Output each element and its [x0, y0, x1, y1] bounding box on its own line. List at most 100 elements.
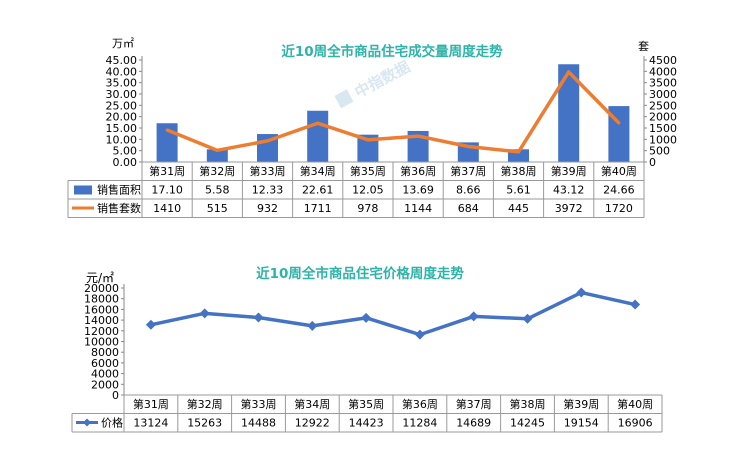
chart1-category-label: 第32周	[199, 164, 235, 178]
chart1-category-label: 第40周	[601, 164, 637, 178]
chart1-category-label: 第35周	[350, 164, 386, 178]
chart1-category-label: 第36周	[400, 164, 436, 178]
chart1-category-label: 第33周	[250, 164, 286, 178]
chart2-category-label: 第34周	[294, 397, 330, 411]
chart2-table-value-price: 14488	[241, 417, 276, 430]
chart1-table-value-count: 684	[458, 202, 479, 215]
chart1-category-label: 第34周	[300, 164, 336, 178]
chart2-line-marker	[576, 287, 587, 298]
chart1-bar	[357, 134, 379, 162]
chart2-left-tick-label: 12000	[84, 325, 119, 338]
chart1-line-point	[617, 121, 621, 125]
chart2-left-tick-label: 0	[112, 389, 119, 402]
chart2-line-marker	[468, 311, 479, 322]
chart1-category-label: 第37周	[450, 164, 486, 178]
chart2-line-marker	[361, 312, 372, 323]
chart2-line-marker	[145, 319, 156, 330]
chart2-category-label: 第39周	[563, 397, 599, 411]
chart1-table-value-area: 17.10	[151, 184, 183, 197]
chart1-bar	[206, 149, 228, 162]
chart1-table-value-count: 1711	[304, 202, 332, 215]
chart2-category-label: 第40周	[617, 397, 653, 411]
chart1-line-point	[366, 138, 370, 142]
chart1-table-value-area: 12.05	[352, 184, 384, 197]
chart1-right-tick-label: 4500	[649, 54, 677, 67]
chart1-category-label: 第31周	[149, 164, 185, 178]
chart1-left-tick-label: 15.00	[106, 122, 138, 135]
chart1-table-value-count: 3972	[555, 202, 583, 215]
chart1-table-value-count: 515	[207, 202, 228, 215]
chart1-left-tick-label: 30.00	[106, 88, 138, 101]
chart1-left-tick-label: 0.00	[113, 156, 138, 169]
chart1-right-tick-label: 2500	[649, 99, 677, 112]
chart1-left-tick-label: 25.00	[106, 99, 138, 112]
chart1-table-value-count: 932	[257, 202, 278, 215]
chart2-line-marker	[630, 299, 641, 310]
chart1-left-tick-label: 10.00	[106, 133, 138, 146]
watermark-icon	[334, 89, 354, 109]
chart2-left-tick-label: 14000	[84, 314, 119, 327]
chart2-table-value-price: 15263	[187, 417, 222, 430]
chart2-title: 近10周全市商品住宅价格周度走势	[256, 265, 464, 282]
chart1-line-point	[416, 134, 420, 138]
chart1-legend-key-area	[74, 185, 92, 195]
chart1-legend-label-count: 销售套数	[97, 201, 141, 215]
watermark-text: 中指数据	[352, 57, 413, 101]
chart2-left-tick-label: 2000	[91, 378, 119, 391]
chart2-category-label: 第33周	[241, 397, 277, 411]
chart2-category-label: 第35周	[348, 397, 384, 411]
chart1-right-unit: 套	[638, 40, 649, 53]
chart1-table-value-count: 445	[508, 202, 529, 215]
chart2-table-value-price: 19154	[564, 417, 599, 430]
chart1-table-value-area: 8.66	[456, 184, 481, 197]
watermark-logo: 中指数据	[334, 57, 413, 109]
chart1-table-value-count: 1720	[605, 202, 633, 215]
chart1-line-point	[215, 148, 219, 152]
chart2-table-value-price: 14245	[510, 417, 545, 430]
chart2-left-tick-label: 6000	[91, 357, 119, 370]
chart1-line-sales-count	[166, 70, 621, 154]
chart1-left-tick-label: 45.00	[106, 54, 138, 67]
chart2-table-value-price: 14689	[456, 417, 491, 430]
chart1-left-tick-label: 5.00	[113, 145, 138, 158]
chart2-category-label: 第32周	[187, 397, 223, 411]
chart1-table-value-count: 978	[357, 202, 378, 215]
chart1-right-tick-label: 1000	[649, 133, 677, 146]
chart2-legend-marker	[83, 418, 91, 427]
chart1-legend-label-area: 销售面积	[97, 183, 141, 197]
chart1-right-tick-label: 500	[649, 145, 670, 158]
chart1-table-value-area: 24.66	[603, 184, 635, 197]
chart2-table-value-price: 13124	[133, 417, 168, 430]
chart1-table-value-area: 5.61	[506, 184, 531, 197]
chart2-table-value-price: 14423	[349, 417, 384, 430]
chart2-line-marker	[307, 320, 318, 331]
chart2-left-tick-label: 20000	[84, 282, 119, 295]
chart2-legend-label-price: 价格	[101, 416, 123, 430]
chart1-table-value-area: 43.12	[553, 184, 585, 197]
chart2-table-value-price: 12922	[295, 417, 330, 430]
chart1-title: 近10周全市商品住宅成交量周度走势	[281, 43, 503, 60]
chart1-left-tick-label: 35.00	[106, 77, 138, 90]
chart2-line-marker	[522, 313, 533, 324]
chart1-right-tick-label: 3500	[649, 77, 677, 90]
chart1-right-tick-label: 3000	[649, 88, 677, 101]
chart2-left-unit: 元/㎡	[86, 271, 114, 285]
chart2-table-value-price: 16906	[618, 417, 653, 430]
chart1-line-point	[165, 128, 169, 132]
chart1-right-tick-label: 0	[649, 156, 656, 169]
chart1-right-tick-label: 1500	[649, 122, 677, 135]
chart2-line-marker	[253, 312, 264, 323]
chart1-table-value-area: 12.33	[252, 184, 284, 197]
chart1-line-point	[316, 121, 320, 125]
chart1-line-point	[517, 150, 520, 154]
chart1-table-value-area: 22.61	[302, 184, 334, 197]
chart2-left-tick-label: 18000	[84, 293, 119, 306]
chart1-line-point	[466, 144, 470, 148]
chart1-bar	[558, 64, 580, 162]
chart1-left-unit: 万㎡	[112, 37, 134, 50]
chart2-line-marker	[414, 329, 425, 340]
chart1-table-value-area: 5.58	[205, 184, 230, 197]
chart1-line-point	[266, 139, 269, 143]
chart2-category-label: 第37周	[456, 397, 492, 411]
